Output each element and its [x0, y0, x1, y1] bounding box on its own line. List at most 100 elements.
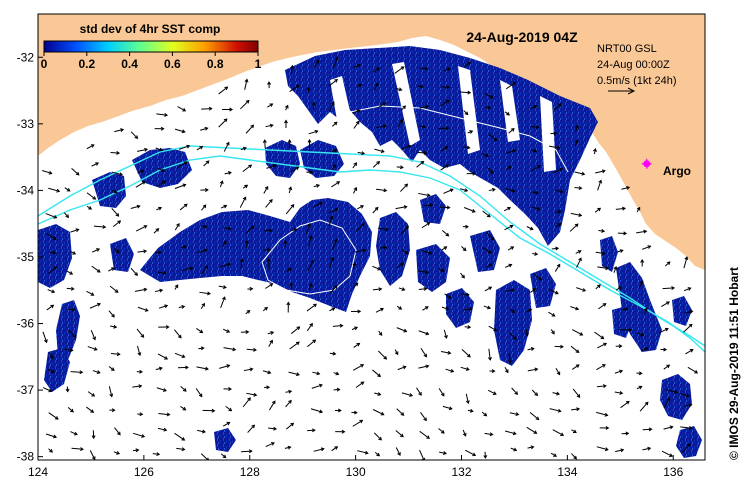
current-arrow — [462, 429, 467, 437]
current-arrow — [154, 126, 165, 131]
current-arrow — [89, 450, 96, 460]
current-arrow — [548, 145, 561, 150]
current-arrow — [308, 234, 313, 247]
current-arrow — [283, 240, 288, 248]
current-arrow — [135, 181, 146, 188]
current-arrow — [48, 448, 54, 453]
current-arrow — [152, 452, 161, 457]
current-arrow — [86, 290, 95, 296]
current-arrow — [108, 310, 115, 318]
current-arrow — [488, 133, 498, 142]
current-arrow — [223, 347, 237, 352]
current-arrow — [331, 121, 338, 127]
current-arrow — [154, 288, 164, 293]
current-arrow — [551, 246, 560, 251]
current-arrow — [574, 186, 583, 190]
current-arrow — [113, 451, 121, 455]
current-arrow — [527, 367, 539, 372]
current-arrow — [137, 345, 142, 357]
current-arrow — [262, 370, 272, 375]
current-arrow — [111, 352, 121, 357]
current-arrow — [285, 399, 292, 408]
current-arrow — [357, 450, 369, 455]
colorbar-gradient — [43, 40, 259, 53]
current-arrow — [112, 220, 122, 227]
current-arrow — [68, 329, 77, 338]
current-arrow — [198, 346, 205, 351]
current-arrow — [132, 384, 143, 389]
current-arrow — [640, 347, 649, 352]
current-arrow — [313, 183, 321, 188]
current-arrow — [287, 139, 292, 149]
current-arrow — [372, 206, 379, 214]
current-arrow — [174, 222, 180, 231]
current-arrow — [91, 248, 101, 253]
current-arrow — [91, 430, 96, 440]
current-arrow — [174, 352, 186, 359]
current-arrow — [571, 364, 580, 370]
current-arrow — [288, 186, 293, 194]
current-arrow — [351, 326, 358, 331]
current-arrow — [268, 400, 276, 411]
current-arrow — [550, 131, 558, 136]
current-arrow — [525, 329, 530, 337]
current-arrow — [505, 81, 517, 90]
current-arrow — [593, 147, 597, 155]
current-arrow — [553, 103, 562, 111]
current-arrow — [86, 406, 95, 413]
current-arrow — [69, 250, 77, 255]
current-arrow — [554, 344, 564, 349]
current-arrow — [484, 92, 494, 99]
current-arrow — [636, 229, 648, 234]
current-arrow — [526, 426, 538, 434]
current-arrow — [638, 280, 644, 289]
current-arrow — [137, 169, 145, 174]
current-arrow — [197, 248, 208, 254]
current-arrow — [225, 405, 233, 412]
current-arrow — [487, 348, 492, 361]
current-arrow — [550, 329, 555, 335]
current-arrow — [199, 291, 211, 296]
current-arrow — [267, 81, 272, 89]
current-arrow — [463, 61, 472, 68]
current-arrow — [620, 400, 630, 409]
current-arrow — [661, 301, 670, 307]
current-arrow — [554, 189, 564, 194]
current-arrow — [240, 99, 250, 110]
current-arrow — [353, 63, 361, 69]
current-arrow — [548, 288, 559, 295]
current-arrow — [443, 188, 454, 194]
current-arrow — [331, 148, 338, 153]
current-arrow — [329, 307, 336, 312]
current-arrow — [155, 366, 163, 371]
current-arrow — [195, 388, 203, 398]
current-arrow — [285, 422, 295, 430]
current-arrow — [467, 408, 474, 413]
current-arrow — [636, 385, 643, 390]
current-arrow — [137, 249, 148, 254]
current-arrow — [352, 364, 365, 371]
colorbar-label: std dev of 4hr SST comp — [80, 22, 221, 36]
current-arrow — [438, 428, 445, 434]
current-arrow — [554, 263, 561, 272]
current-arrow — [615, 286, 622, 291]
current-vector-field — [42, 56, 699, 460]
lon-tick-label: 134 — [557, 465, 577, 479]
current-arrow — [264, 385, 271, 390]
current-arrow — [87, 391, 96, 397]
current-arrow — [682, 443, 691, 453]
current-arrow — [658, 327, 669, 334]
current-arrow — [203, 160, 210, 167]
current-arrow — [136, 369, 144, 374]
current-arrow — [284, 119, 288, 128]
current-arrow — [418, 330, 430, 336]
current-arrow — [285, 203, 295, 215]
current-arrow — [242, 184, 249, 189]
current-arrow — [570, 345, 580, 354]
argo-float-marker[interactable] — [641, 158, 652, 169]
current-arrow — [418, 364, 430, 369]
current-arrow — [417, 150, 428, 155]
current-arrow — [597, 179, 603, 191]
current-arrow — [423, 203, 434, 208]
current-arrow — [241, 449, 253, 454]
